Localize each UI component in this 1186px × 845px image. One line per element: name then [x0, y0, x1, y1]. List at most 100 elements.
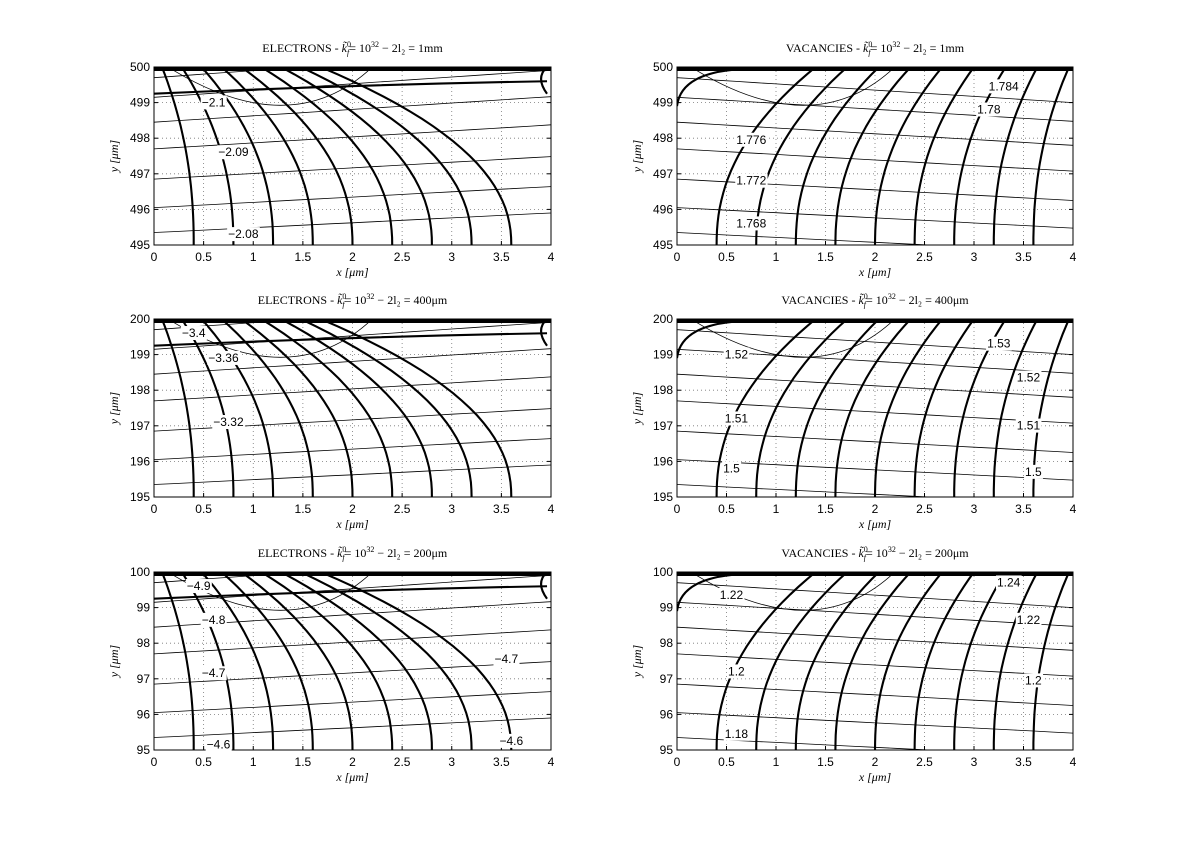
x-tick-label: 1.5 [817, 502, 834, 516]
iso-line [154, 572, 309, 584]
contour-label: 1.18 [725, 727, 749, 741]
x-tick-label: 1 [250, 250, 257, 264]
iso-line [154, 691, 551, 713]
contour-label: 1.5 [723, 461, 740, 475]
chart-title: VACANCIES - k̃0 f= 1032 − 2l₂ = 400μm [781, 292, 969, 309]
field-line [220, 67, 314, 245]
field-line [913, 67, 975, 245]
y-tick-label: 496 [653, 202, 673, 216]
x-tick-label: 3.5 [1015, 250, 1032, 264]
x-tick-label: 2 [872, 755, 879, 769]
field-line [913, 572, 975, 750]
y-axis-label: y [μm] [107, 391, 121, 425]
iso-line [154, 186, 551, 208]
y-axis-label: y [μm] [630, 391, 644, 425]
contour-label: 1.768 [736, 216, 766, 230]
iso-line [154, 376, 551, 402]
field-line [320, 67, 513, 245]
chart-panel-6: 0 0.5 1 1.5 2 2.5 3 3.5 4 95 96 97 98 99 100 1.24 1.22 1.… [630, 545, 1077, 784]
x-axis-label: x [μm] [858, 770, 892, 784]
x-tick-label: 0 [151, 755, 158, 769]
x-tick-label: 3.5 [493, 250, 510, 264]
field-line [200, 572, 275, 750]
contour-label: 1.5 [1025, 465, 1042, 479]
iso-line [677, 712, 1073, 734]
iso-line [154, 319, 309, 331]
field-line [260, 319, 394, 497]
x-tick-label: 3.5 [493, 755, 510, 769]
contour-label: −2.1 [202, 95, 226, 109]
contour-label: −4.8 [202, 613, 226, 627]
x-tick-label: 2 [349, 502, 356, 516]
field-line [280, 67, 433, 245]
contour-label: 1.772 [736, 174, 766, 188]
chart-title: ELECTRONS - k̃0 f= 1032 − 2l₂ = 200μm [258, 545, 448, 562]
field-line [220, 572, 314, 750]
x-tick-label: 2.5 [394, 502, 411, 516]
field-line [755, 572, 849, 750]
field-line [260, 572, 394, 750]
field-line [992, 572, 1039, 750]
iso-line [154, 96, 551, 123]
field-line [794, 319, 880, 497]
field-line [834, 67, 912, 245]
field-line [1032, 67, 1070, 245]
x-tick-label: 3.5 [1015, 755, 1032, 769]
y-tick-label: 497 [653, 167, 673, 181]
chart-title: ELECTRONS - k̃0 f= 1032 − 2l₂ = 400μm [258, 292, 448, 309]
x-tick-label: 4 [548, 755, 555, 769]
iso-line [677, 207, 1073, 229]
x-tick-label: 2.5 [916, 250, 933, 264]
contour-label: −4.7 [202, 666, 226, 680]
field-line [200, 319, 275, 497]
iso-line [677, 601, 1073, 627]
chart-title: VACANCIES - k̃0 f= 1032 − 2l₂ = 1mm [786, 40, 965, 57]
field-line-edge [154, 585, 548, 600]
contour-label: −4.6 [207, 737, 231, 751]
field-line [180, 319, 235, 497]
field-line [240, 67, 354, 245]
contour-label: 1.22 [720, 588, 744, 602]
chart-title: VACANCIES - k̃0 f= 1032 − 2l₂ = 200μm [781, 545, 969, 562]
contour-label: 1.2 [1025, 673, 1042, 687]
x-tick-label: 2 [872, 250, 879, 264]
x-tick-label: 0.5 [718, 502, 735, 516]
x-tick-label: 3 [971, 755, 978, 769]
contour-label: −4.9 [187, 579, 211, 593]
contour-label: 1.78 [977, 103, 1001, 117]
x-tick-label: 2.5 [394, 250, 411, 264]
iso-line [154, 717, 551, 738]
x-tick-label: 2.5 [916, 502, 933, 516]
contour-label: −4.6 [499, 734, 523, 748]
field-line [913, 319, 975, 497]
contour-label: 1.22 [1017, 613, 1041, 627]
chart-panel-2: 0 0.5 1 1.5 2 2.5 3 3.5 4 495 496 497 498 499 500 1.784… [630, 40, 1077, 279]
iso-arc [696, 319, 896, 358]
x-tick-label: 0 [674, 502, 681, 516]
field-line [794, 572, 880, 750]
iso-line [154, 464, 551, 485]
y-tick-label: 499 [653, 96, 673, 110]
field-line-edge [677, 67, 749, 107]
x-tick-label: 1.5 [295, 502, 312, 516]
x-tick-label: 4 [1070, 502, 1077, 516]
field-line [160, 572, 195, 750]
iso-line [677, 459, 1073, 481]
field-line [300, 572, 473, 750]
field-line [873, 319, 944, 497]
y-tick-label: 99 [137, 601, 151, 615]
y-tick-label: 96 [660, 707, 674, 721]
field-line [240, 572, 354, 750]
y-tick-label: 100 [653, 565, 673, 579]
field-line-edge [154, 332, 548, 347]
y-tick-label: 199 [130, 348, 150, 362]
y-tick-label: 498 [130, 131, 150, 145]
y-tick-label: 499 [130, 96, 150, 110]
x-tick-label: 2 [349, 250, 356, 264]
y-tick-label: 95 [660, 743, 674, 757]
y-tick-label: 97 [660, 672, 674, 686]
x-tick-label: 3 [971, 250, 978, 264]
field-line [834, 319, 912, 497]
x-tick-label: 0.5 [195, 250, 212, 264]
contour-label: 1.2 [728, 664, 745, 678]
